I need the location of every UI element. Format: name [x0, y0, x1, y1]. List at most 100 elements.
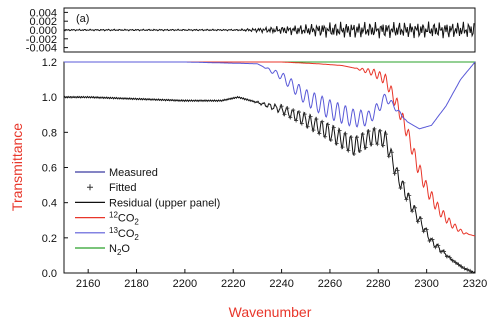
fitted-marker — [308, 114, 313, 119]
fitted-marker — [360, 132, 365, 137]
fitted-marker — [317, 131, 322, 136]
x-tick-label: 2320 — [463, 278, 487, 290]
fitted-marker — [288, 115, 293, 120]
fitted-marker — [337, 128, 342, 133]
fitted-marker — [285, 106, 290, 111]
fitted-marker — [447, 255, 452, 260]
legend-label: 12CO2 — [109, 211, 139, 227]
x-tick-label: 2200 — [173, 278, 197, 290]
legend-label: N2O — [109, 243, 130, 257]
fitted-marker — [384, 132, 389, 137]
upper-y-tick-label: -0.002 — [26, 34, 57, 46]
y-tick-label: 1.2 — [42, 57, 57, 69]
fitted-marker — [424, 227, 429, 232]
fitted-marker — [355, 135, 360, 140]
legend-item: N2O — [75, 243, 130, 257]
x-tick-label: 2160 — [76, 278, 100, 290]
x-axis-label: Wavenumber — [229, 304, 312, 320]
y-tick-label: 0.6 — [42, 163, 57, 175]
legend-item: Residual (upper panel) — [75, 197, 220, 209]
x-tick-label: 2260 — [318, 278, 342, 290]
x-tick-label: 2280 — [366, 278, 390, 290]
legend-item: 13CO2 — [75, 226, 139, 242]
fitted-marker — [381, 143, 386, 148]
fitted-marker — [450, 258, 455, 263]
fitted-marker — [331, 125, 336, 130]
fitted-marker — [444, 254, 449, 259]
fitted-marker — [328, 138, 333, 143]
fitted-marker — [366, 129, 371, 134]
fitted-marker — [436, 243, 441, 248]
upper-y-tick-label: 0.002 — [29, 16, 57, 28]
fitted-marker — [442, 249, 447, 254]
fitted-marker — [326, 122, 331, 127]
fitted-marker — [462, 266, 467, 271]
fitted-marker — [299, 121, 304, 126]
y-tick-label: 0.0 — [42, 268, 57, 280]
fitted-marker — [334, 141, 339, 146]
fitted-marker — [453, 260, 458, 265]
legend-label: 13CO2 — [109, 226, 139, 242]
y-tick-label: 0.4 — [42, 198, 57, 210]
x-tick-label: 2300 — [414, 278, 438, 290]
fitted-marker — [372, 126, 377, 131]
fitted-marker — [410, 209, 415, 214]
y-tick-label: 1.0 — [42, 92, 57, 104]
upper-y-tick-label: 0.004 — [29, 7, 57, 19]
fitted-marker — [357, 148, 362, 153]
residual-line — [63, 21, 475, 39]
fitted-marker — [418, 216, 423, 221]
fitted-marker — [468, 268, 473, 273]
fitted-marker — [291, 108, 296, 113]
fitted-marker — [320, 119, 325, 124]
fitted-marker — [302, 112, 307, 117]
fitted-marker — [375, 142, 380, 147]
legend-item: Fitted — [87, 182, 137, 194]
fitted-marker — [456, 262, 461, 267]
legend: Measured Fitted Residual (upper panel) 12CO… — [75, 167, 220, 257]
fitted-marker — [459, 264, 464, 269]
fitted-marker — [430, 237, 435, 242]
legend-item: Measured — [75, 167, 158, 179]
fitted-marker — [352, 152, 357, 157]
fitted-marker — [340, 145, 345, 150]
fitted-marker — [363, 145, 368, 150]
fitted-marker — [378, 128, 383, 133]
series-line-12co2 — [64, 61, 476, 237]
fitted-marker — [323, 134, 328, 139]
fitted-marker — [421, 229, 426, 234]
fitted-marker — [433, 245, 438, 250]
upper-y-tick-label: 0.000 — [29, 25, 57, 37]
fitted-marker — [415, 219, 420, 224]
fitted-marker — [346, 148, 351, 153]
legend-item: 12CO2 — [75, 211, 139, 227]
fitted-marker — [398, 186, 403, 191]
fitted-marker — [427, 238, 432, 243]
fitted-marker — [404, 197, 409, 202]
legend-swatch — [87, 184, 93, 191]
fitted-marker — [314, 117, 319, 122]
fitted-marker — [392, 171, 397, 176]
fitted-marker — [395, 168, 400, 173]
fitted-marker — [413, 205, 418, 210]
fitted-marker — [389, 150, 394, 155]
fitted-marker — [407, 193, 412, 198]
upper-y-tick-label: -0.004 — [26, 43, 57, 55]
x-tick-label: 2180 — [124, 278, 148, 290]
legend-label: Residual (upper panel) — [109, 197, 220, 209]
fitted-marker — [282, 112, 287, 117]
series-line-13co2 — [64, 61, 476, 130]
y-axis-label: Transmittance — [9, 123, 25, 211]
x-tick-label: 2220 — [221, 278, 245, 290]
fitted-marker — [386, 154, 391, 159]
fitted-marker — [294, 118, 299, 123]
fitted-marker — [343, 131, 348, 136]
legend-label: Measured — [109, 167, 158, 179]
fitted-marker — [311, 128, 316, 133]
y-tick-label: 0.8 — [42, 127, 57, 139]
panel-label: (a) — [76, 13, 89, 25]
legend-label: Fitted — [109, 182, 137, 194]
fitted-marker — [349, 135, 354, 140]
